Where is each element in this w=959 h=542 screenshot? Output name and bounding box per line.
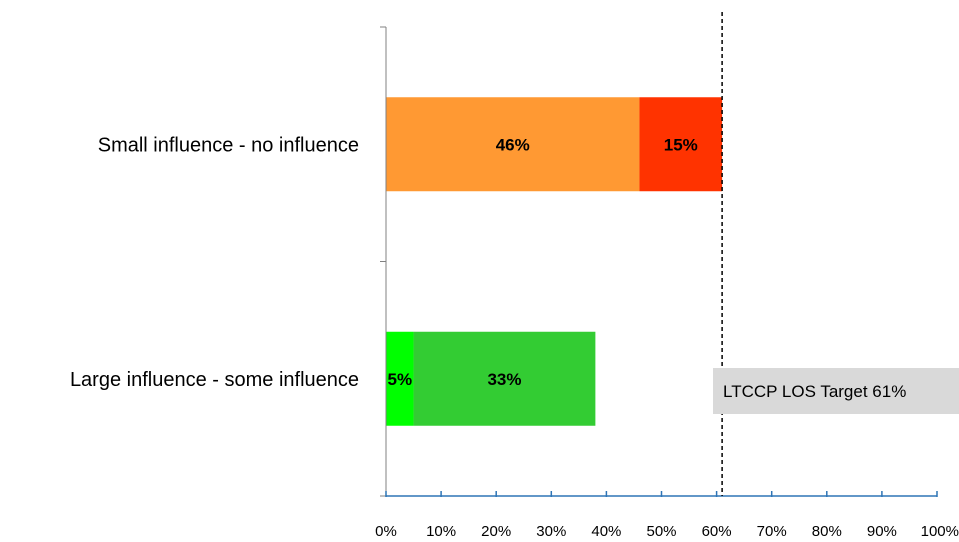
x-tick-label: 40% [591, 523, 621, 540]
category-label: Large influence - some influence [70, 369, 359, 391]
x-tick-label: 20% [481, 523, 511, 540]
x-tick-label: 70% [757, 523, 787, 540]
x-tick-label: 30% [536, 523, 566, 540]
data-label: 5% [387, 370, 412, 389]
category-labels: Small influence - no influence Large infl… [70, 134, 359, 391]
x-tick-label: 90% [867, 523, 897, 540]
x-tick-label: 0% [375, 523, 397, 540]
data-label: 15% [664, 135, 698, 154]
y-axis-ticks [380, 26, 386, 497]
bar-segment [413, 331, 596, 426]
bars-layer: 46% 15% 5% 33% [386, 97, 723, 426]
data-label: 46% [496, 135, 530, 154]
x-tick-label: 100% [921, 523, 959, 540]
x-tick-label: 60% [702, 523, 732, 540]
data-label: 33% [487, 370, 521, 389]
target-annotation-box [713, 368, 959, 414]
x-tick-label: 80% [812, 523, 842, 540]
bar-segment [639, 97, 723, 192]
category-label: Small influence - no influence [98, 134, 359, 156]
bar-segment [386, 97, 640, 192]
target-annotation-text: LTCCP LOS Target 61% [723, 382, 906, 401]
x-tick-label: 10% [426, 523, 456, 540]
x-axis-ticks [385, 491, 938, 497]
bar-segment [386, 331, 414, 426]
x-tick-label: 50% [646, 523, 676, 540]
x-tick-labels: 0% 10% 20% 30% 40% 50% 60% 70% 80% 90% 100% [375, 523, 959, 540]
target-annotation: LTCCP LOS Target 61% [713, 368, 959, 414]
